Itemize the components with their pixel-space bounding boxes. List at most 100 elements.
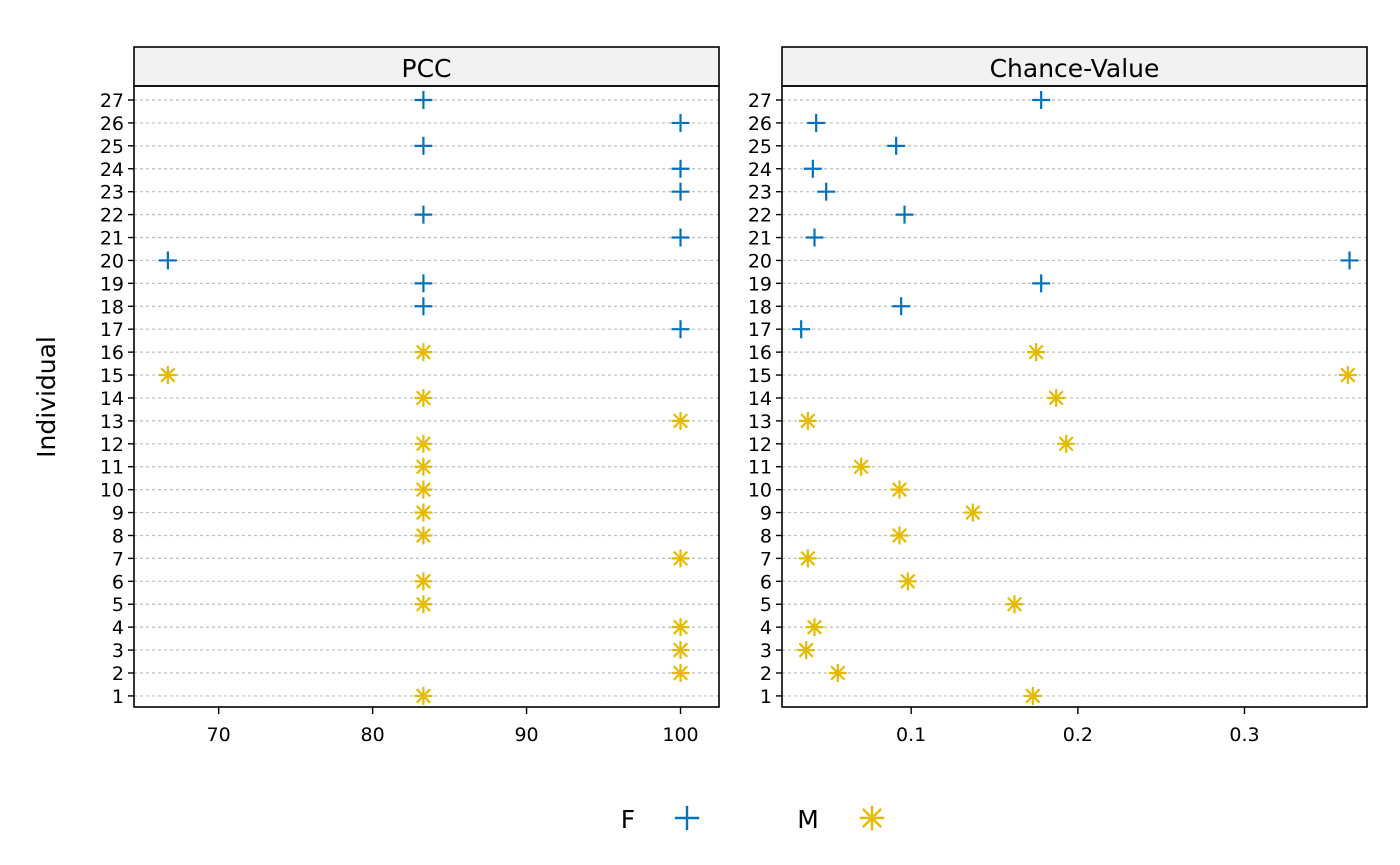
data-point — [414, 572, 433, 591]
data-point — [1057, 434, 1076, 453]
data-point — [414, 388, 433, 407]
data-point — [414, 343, 433, 362]
y-axis-title: Individual — [32, 336, 61, 458]
data-point — [1027, 343, 1046, 362]
panel-title: PCC — [402, 54, 452, 83]
data-point — [963, 503, 982, 522]
legend-label: F — [621, 805, 635, 834]
y-tick-label: 10 — [748, 480, 772, 502]
y-tick-label: 20 — [748, 250, 772, 272]
data-point — [817, 182, 836, 201]
y-tick-label: 2 — [112, 663, 124, 685]
y-tick-label: 5 — [112, 594, 124, 616]
y-tick-label: 25 — [100, 136, 124, 158]
data-point — [1005, 595, 1024, 614]
data-point — [414, 457, 433, 476]
y-tick-label: 9 — [760, 503, 772, 525]
data-point — [1338, 366, 1357, 385]
y-tick-label: 21 — [748, 228, 772, 250]
data-point — [671, 549, 690, 568]
x-tick-label: 0.1 — [896, 724, 926, 746]
y-tick-label: 20 — [100, 250, 124, 272]
panel-frame — [133, 85, 720, 708]
y-tick-label: 10 — [100, 480, 124, 502]
y-tick-label: 6 — [760, 571, 772, 593]
y-tick-label: 9 — [112, 503, 124, 525]
panel-1: PCC1234567891011121314151617181920212223… — [100, 46, 720, 746]
y-tick-label: 23 — [748, 182, 772, 204]
data-point — [414, 480, 433, 499]
data-point — [414, 595, 433, 614]
y-tick-label: 14 — [748, 388, 772, 410]
y-tick-label: 3 — [760, 640, 772, 662]
data-point — [807, 113, 826, 132]
y-tick-label: 21 — [100, 228, 124, 250]
y-tick-label: 27 — [100, 90, 124, 112]
y-tick-label: 6 — [112, 571, 124, 593]
data-point — [414, 297, 433, 316]
y-tick-label: 3 — [112, 640, 124, 662]
panel-title: Chance-Value — [990, 54, 1160, 83]
data-point — [887, 136, 906, 155]
y-tick-label: 23 — [100, 182, 124, 204]
data-point — [895, 205, 914, 224]
legend-item-m: M — [797, 805, 885, 834]
panel-frame — [781, 85, 1368, 708]
data-point — [852, 457, 871, 476]
data-point — [1032, 274, 1051, 293]
data-point — [671, 182, 690, 201]
y-tick-label: 24 — [100, 159, 124, 181]
legend-marker — [674, 805, 700, 831]
y-tick-label: 7 — [760, 548, 772, 570]
data-point — [671, 618, 690, 637]
data-point — [890, 480, 909, 499]
data-point — [671, 159, 690, 178]
y-tick-label: 5 — [760, 594, 772, 616]
y-tick-label: 4 — [760, 617, 772, 639]
x-tick-label: 100 — [662, 724, 698, 746]
data-point — [414, 434, 433, 453]
legend-item-f: F — [621, 805, 700, 834]
data-point — [671, 664, 690, 682]
data-point — [414, 526, 433, 545]
data-point — [671, 228, 690, 247]
y-tick-label: 13 — [100, 411, 124, 433]
y-tick-label: 11 — [100, 457, 124, 479]
y-tick-label: 12 — [100, 434, 124, 456]
panel-strip — [133, 46, 720, 87]
data-point — [798, 411, 817, 430]
legend-marker — [859, 805, 885, 831]
y-tick-label: 15 — [748, 365, 772, 387]
data-point — [414, 91, 433, 109]
data-point — [414, 686, 433, 705]
x-tick-label: 70 — [207, 724, 231, 746]
y-tick-label: 17 — [100, 319, 124, 341]
data-point — [805, 618, 824, 637]
data-point — [1340, 251, 1359, 270]
data-point — [803, 159, 822, 178]
y-tick-label: 19 — [748, 273, 772, 295]
data-point — [414, 503, 433, 522]
data-point — [1047, 388, 1066, 407]
y-tick-label: 22 — [748, 205, 772, 227]
y-tick-label: 26 — [100, 113, 124, 135]
data-point — [671, 411, 690, 430]
data-point — [828, 664, 847, 682]
data-point — [798, 549, 817, 568]
data-point — [414, 136, 433, 155]
y-tick-label: 27 — [748, 90, 772, 112]
data-point — [1032, 91, 1051, 109]
y-tick-label: 2 — [760, 663, 772, 685]
y-tick-label: 11 — [748, 457, 772, 479]
y-tick-label: 4 — [112, 617, 124, 639]
y-tick-label: 14 — [100, 388, 124, 410]
y-tick-label: 26 — [748, 113, 772, 135]
x-tick-label: 90 — [514, 724, 538, 746]
panel-2: Chance-Value1234567891011121314151617181… — [748, 46, 1368, 746]
legend-label: M — [797, 805, 819, 834]
data-point — [898, 572, 917, 591]
y-tick-label: 19 — [100, 273, 124, 295]
y-tick-label: 1 — [112, 686, 124, 708]
